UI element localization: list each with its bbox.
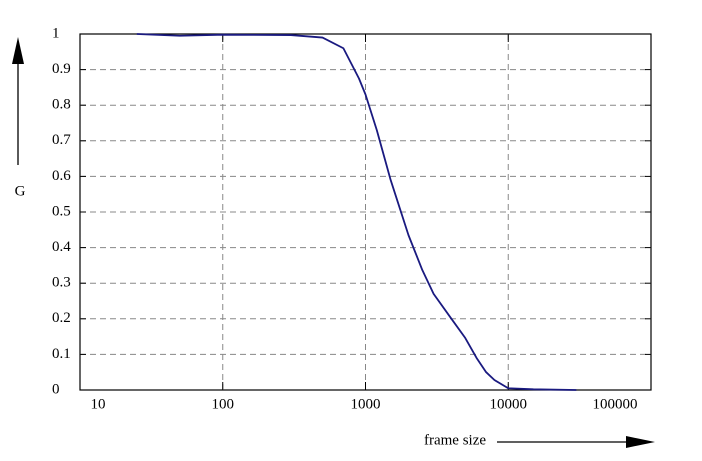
x-arrow-head [626,436,655,448]
y-arrow-head [12,37,24,64]
y-tick-label: 0.4 [52,239,71,255]
y-tick-label: 0.8 [52,97,71,113]
y-tick-label: 0 [52,381,60,397]
x-tick-label: 10000 [490,396,528,412]
y-axis-label: G [15,183,26,199]
y-tick-label: 0.2 [52,310,71,326]
y-tick-label: 0.7 [52,132,71,148]
y-tick-label: 0.3 [52,275,71,291]
y-tick-label: 1 [52,25,60,41]
y-tick-label: 0.9 [52,61,71,77]
x-tick-label: 10 [91,396,106,412]
x-tick-label: 1000 [351,396,381,412]
y-tick-label: 0.6 [52,168,71,184]
y-tick-label: 0.1 [52,346,71,362]
x-tick-label: 100 [212,396,235,412]
data-line [136,33,577,391]
x-axis-label: frame size [424,432,486,448]
y-tick-label: 0.5 [52,203,71,219]
x-tick-label: 100000 [593,396,638,412]
